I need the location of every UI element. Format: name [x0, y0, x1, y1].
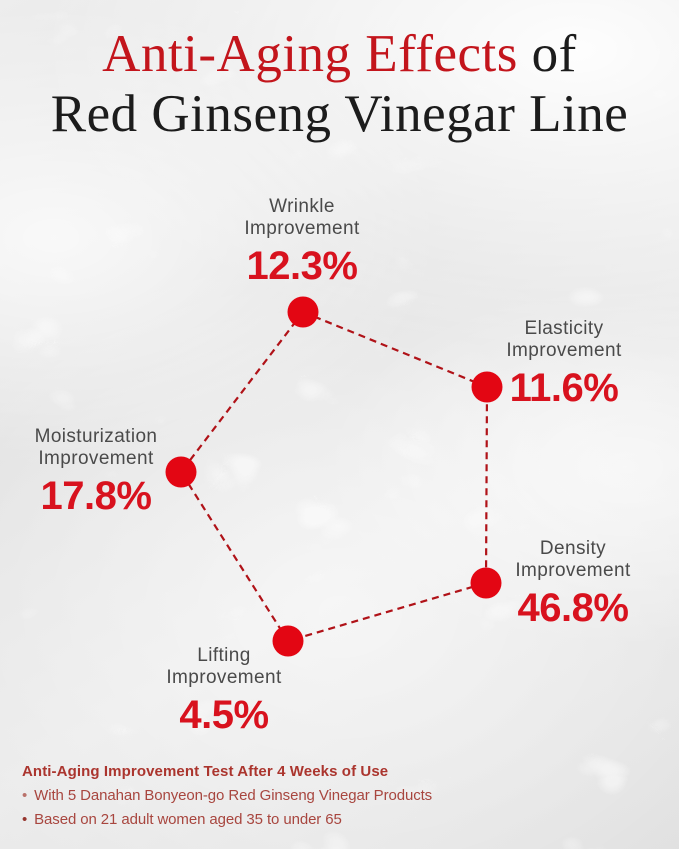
metric-lifting: Lifting Improvement 4.5% — [166, 645, 281, 735]
data-point-elasticity — [471, 371, 503, 403]
metric-moisturization: Moisturization Improvement 17.8% — [35, 426, 158, 516]
title-line1: Anti-Aging Effects of — [0, 24, 679, 84]
metric-elasticity: Elasticity Improvement 11.6% — [506, 318, 621, 408]
metric-value: 11.6% — [509, 366, 619, 410]
metric-label: Lifting — [197, 645, 251, 666]
metric-label: Moisturization — [34, 426, 158, 447]
pentagon-dashed-outline — [179, 310, 489, 643]
metric-label: Improvement — [38, 448, 154, 469]
metric-label: Wrinkle — [269, 196, 335, 217]
bullet-icon: • — [22, 787, 28, 804]
footnote-heading: Anti-Aging Improvement Test After 4 Week… — [22, 763, 389, 780]
footnote-bullet-text: Based on 21 adult women aged 35 to under… — [34, 811, 342, 828]
metric-density: Density Improvement 46.8% — [515, 538, 630, 628]
footnote-bullet-1: • With 5 Danahan Bonyeon-go Red Ginseng … — [22, 787, 659, 804]
metric-label: Density — [539, 538, 607, 559]
bullet-icon: • — [22, 811, 28, 828]
title-rest: of — [517, 25, 577, 83]
footnote-bullet-2: • Based on 21 adult women aged 35 to und… — [22, 811, 659, 828]
metric-label: Improvement — [515, 560, 631, 581]
metric-value: 17.8% — [40, 474, 152, 518]
metric-value: 12.3% — [246, 244, 358, 288]
metric-label: Improvement — [244, 218, 360, 239]
footnote: Anti-Aging Improvement Test After 4 Week… — [22, 763, 659, 828]
metric-label: Improvement — [506, 340, 622, 361]
metric-value: 4.5% — [179, 693, 269, 737]
title-highlight: Anti-Aging Effects — [102, 25, 518, 83]
metric-value: 46.8% — [517, 586, 629, 630]
data-point-density — [470, 567, 502, 599]
metric-wrinkle: Wrinkle Improvement 12.3% — [244, 196, 359, 286]
data-point-moisturization — [165, 456, 197, 488]
data-point-lifting — [272, 625, 304, 657]
data-point-wrinkle — [287, 296, 319, 328]
footnote-bullet-text: With 5 Danahan Bonyeon-go Red Ginseng Vi… — [34, 787, 433, 804]
metric-label: Elasticity — [524, 318, 604, 339]
metric-label: Improvement — [166, 667, 282, 688]
title-line2: Red Ginseng Vinegar Line — [50, 85, 629, 143]
page-title: Anti-Aging Effects of Red Ginseng Vinega… — [0, 24, 679, 144]
